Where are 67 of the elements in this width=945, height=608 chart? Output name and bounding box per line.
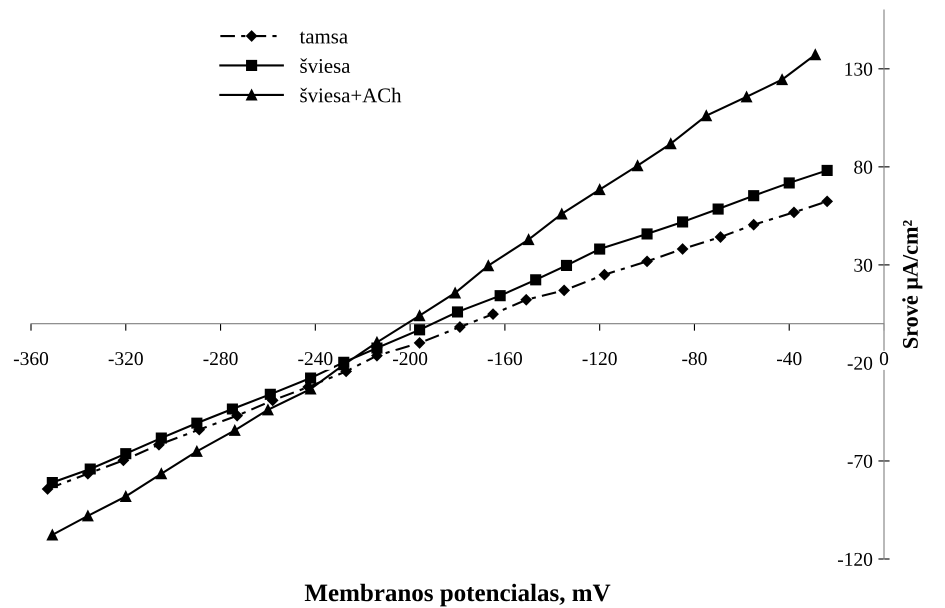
- point: [677, 216, 688, 228]
- y-tick-label: -20: [848, 356, 872, 370]
- point: [714, 231, 726, 243]
- point: [494, 290, 506, 302]
- point: [82, 510, 94, 522]
- point: [487, 308, 499, 320]
- x-tick-label: 0: [880, 352, 888, 366]
- y-tick-label: 130: [845, 62, 872, 76]
- point: [42, 483, 54, 495]
- point: [558, 284, 570, 296]
- point: [482, 260, 494, 272]
- point: [414, 337, 426, 349]
- point: [450, 287, 461, 298]
- point: [784, 177, 795, 188]
- point: [748, 219, 760, 230]
- point: [788, 206, 800, 218]
- point: [822, 164, 833, 176]
- x-tick-label: -80: [682, 352, 707, 366]
- point: [822, 196, 833, 207]
- y-tick-label: -70: [848, 454, 872, 468]
- point: [641, 256, 653, 267]
- point: [232, 410, 243, 422]
- point: [700, 110, 712, 122]
- x-tick-label: -240: [298, 352, 332, 366]
- point: [594, 184, 606, 196]
- point: [560, 260, 572, 272]
- point: [414, 310, 426, 322]
- point: [305, 372, 316, 384]
- point: [598, 269, 610, 280]
- point: [712, 203, 724, 215]
- point: [156, 468, 167, 480]
- x-tick-label: -280: [203, 352, 238, 366]
- y-tick-label: -120: [838, 552, 872, 566]
- point: [810, 49, 821, 60]
- point: [741, 91, 752, 102]
- x-tick-label: -40: [776, 352, 802, 366]
- point: [523, 234, 534, 246]
- point: [452, 306, 464, 318]
- point: [229, 424, 240, 436]
- x-tick-label: -160: [488, 352, 522, 366]
- point: [191, 446, 202, 457]
- point: [748, 190, 760, 202]
- point: [120, 490, 132, 502]
- point: [556, 208, 568, 220]
- x-tick-label: -320: [108, 352, 143, 366]
- point: [530, 274, 542, 286]
- y-axis-title: Srovė μA/cm²: [902, 220, 922, 348]
- point: [632, 160, 644, 172]
- legend-label: tamsa: [300, 32, 348, 44]
- point: [594, 243, 606, 255]
- x-tick-label: -360: [14, 352, 48, 366]
- point: [520, 294, 532, 306]
- point: [676, 243, 688, 255]
- point: [776, 74, 788, 86]
- x-tick-label: -200: [393, 352, 428, 366]
- point: [642, 228, 653, 240]
- x-axis-title: Membranos potencialas, mV: [304, 584, 610, 606]
- point: [665, 138, 676, 150]
- legend-label: šviesa+ACh: [300, 88, 402, 102]
- y-tick-label: 30: [854, 258, 872, 272]
- x-tick-label: -120: [582, 352, 617, 366]
- point: [46, 529, 58, 540]
- point: [454, 321, 466, 333]
- legend-label: šviesa: [300, 58, 350, 73]
- point: [262, 404, 274, 416]
- point: [414, 324, 426, 336]
- y-tick-label: 80: [854, 160, 872, 174]
